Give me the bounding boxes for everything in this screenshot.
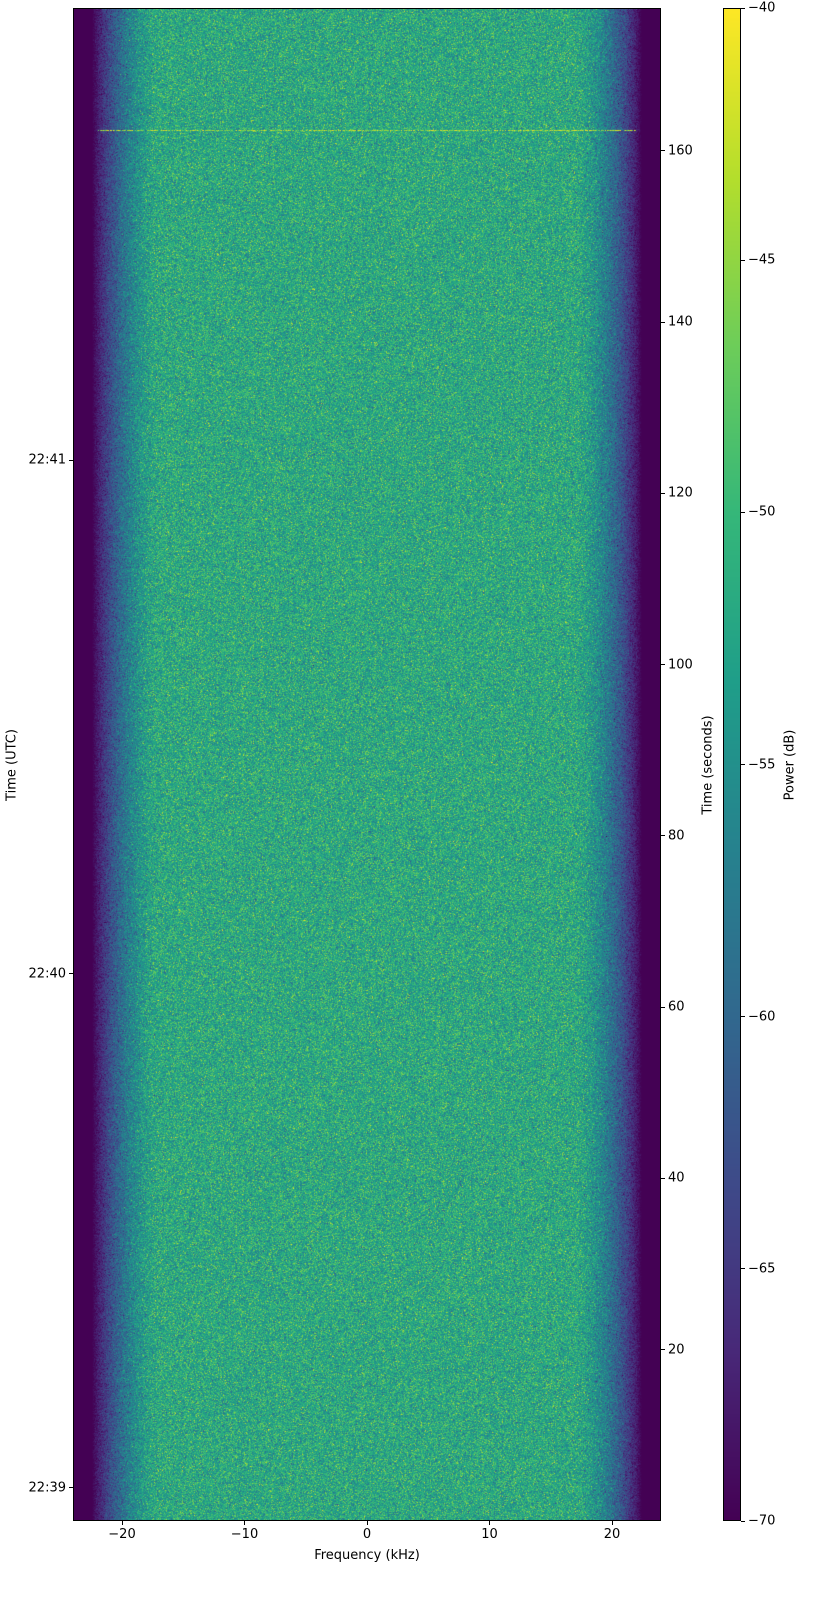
colorbar-tick-label: −55: [748, 757, 775, 772]
y-left-tick-mark: [69, 460, 73, 461]
colorbar: [723, 8, 741, 1521]
colorbar-tick-mark: [741, 8, 745, 9]
y-right-tick-label: 100: [668, 657, 693, 672]
y-right-tick-label: 40: [668, 1171, 685, 1186]
x-tick-mark: [489, 1521, 490, 1525]
y-right-tick-label: 160: [668, 143, 693, 158]
colorbar-tick-mark: [741, 764, 745, 765]
colorbar-tick-label: −60: [748, 1009, 775, 1024]
y-right-tick-mark: [661, 835, 665, 836]
spectrogram-heatmap: [74, 9, 660, 1520]
x-tick-label: 0: [363, 1527, 371, 1542]
y-axis-right-label: Time (seconds): [701, 715, 716, 814]
y-right-tick-mark: [661, 1349, 665, 1350]
y-right-tick-mark: [661, 493, 665, 494]
colorbar-tick-label: −45: [748, 253, 775, 268]
colorbar-tick-label: −70: [748, 1514, 775, 1529]
y-right-tick-mark: [661, 322, 665, 323]
x-tick-mark: [244, 1521, 245, 1525]
y-left-tick-label: 22:39: [29, 1480, 66, 1495]
y-right-tick-label: 60: [668, 1000, 685, 1015]
x-tick-mark: [612, 1521, 613, 1525]
x-tick-mark: [367, 1521, 368, 1525]
y-right-tick-mark: [661, 1178, 665, 1179]
y-axis-left-label: Time (UTC): [5, 729, 20, 801]
y-right-tick-label: 20: [668, 1342, 685, 1357]
y-left-tick-mark: [69, 1487, 73, 1488]
colorbar-tick-mark: [741, 1016, 745, 1017]
x-axis-label: Frequency (kHz): [314, 1548, 420, 1563]
colorbar-tick-mark: [741, 1521, 745, 1522]
colorbar-label: Power (dB): [783, 730, 798, 801]
x-tick-label: 10: [481, 1527, 498, 1542]
y-left-tick-label: 22:41: [29, 453, 66, 468]
x-tick-label: −10: [231, 1527, 258, 1542]
x-tick-label: 20: [604, 1527, 621, 1542]
colorbar-tick-mark: [741, 260, 745, 261]
x-tick-label: −20: [108, 1527, 135, 1542]
y-left-tick-label: 22:40: [29, 966, 66, 981]
y-right-tick-mark: [661, 150, 665, 151]
y-right-tick-mark: [661, 664, 665, 665]
colorbar-tick-label: −65: [748, 1261, 775, 1276]
colorbar-tick-mark: [741, 512, 745, 513]
y-right-tick-label: 80: [668, 828, 685, 843]
colorbar-tick-label: −50: [748, 505, 775, 520]
y-right-tick-label: 140: [668, 315, 693, 330]
y-right-tick-mark: [661, 1007, 665, 1008]
y-left-tick-mark: [69, 973, 73, 974]
y-right-tick-label: 120: [668, 486, 693, 501]
x-tick-mark: [122, 1521, 123, 1525]
colorbar-tick-mark: [741, 1268, 745, 1269]
colorbar-tick-label: −40: [748, 1, 775, 16]
